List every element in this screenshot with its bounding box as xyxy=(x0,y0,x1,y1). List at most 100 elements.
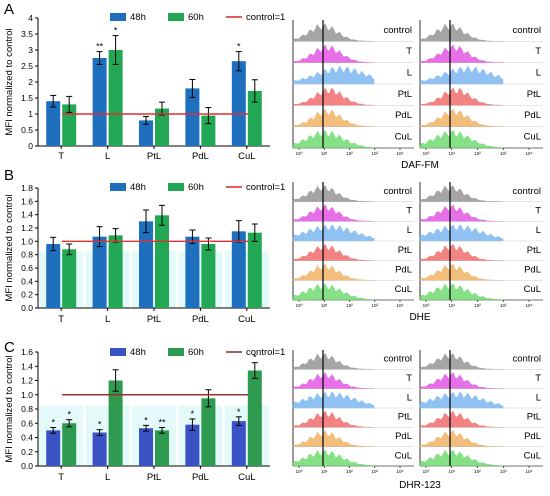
histogram-row-label: L xyxy=(407,225,412,236)
x-tick-label: PtL xyxy=(147,472,161,483)
y-tick-label: 0.8 xyxy=(21,404,33,414)
significance-mark: * xyxy=(237,407,241,417)
panel-letter: A xyxy=(4,1,14,18)
significance-mark: * xyxy=(51,418,55,428)
y-tick-label: 1 xyxy=(28,109,33,119)
histogram-CuL xyxy=(292,283,375,301)
histogram-x-tick-label: 10⁴ xyxy=(397,151,404,156)
y-axis-label: MFI normalized to control xyxy=(4,194,15,301)
x-tick-label: T xyxy=(58,314,64,325)
histogram-x-tick-label: 10² xyxy=(474,151,481,156)
bar-48h-PtL xyxy=(139,120,153,146)
y-tick-label: 1.2 xyxy=(21,223,33,233)
histogram-x-tick-label: 10³ xyxy=(500,469,507,474)
histogram-row-label: control xyxy=(383,354,412,365)
y-tick-label: 0.4 xyxy=(21,276,33,286)
histogram-row-label: L xyxy=(536,225,541,236)
significance-mark: * xyxy=(191,409,195,419)
histogram-PtL xyxy=(292,410,375,428)
x-tick-label: L xyxy=(105,151,110,162)
histogram-x-tick-label: 10¹ xyxy=(321,469,328,474)
histogram-PdL xyxy=(292,263,375,281)
background-shade xyxy=(85,251,130,308)
histogram-CuL xyxy=(292,449,375,467)
histogram-row-label: T xyxy=(535,46,541,57)
bar-48h-CuL xyxy=(231,61,246,147)
y-tick-label: 1.4 xyxy=(21,210,33,220)
y-tick-label: 2 xyxy=(28,77,33,87)
x-tick-label: T xyxy=(58,472,64,483)
histogram-row-label: L xyxy=(407,67,412,78)
histogram-x-tick-label: 10¹ xyxy=(448,303,455,308)
histogram-x-tick-label: 10⁴ xyxy=(526,303,533,308)
panels-root: A MFI normalized to control 0 0.5 1 1.5 2 2.5 3 3… xyxy=(4,1,543,491)
histogram-row-label: T xyxy=(535,205,541,216)
y-tick-label: 0.0 xyxy=(21,303,33,313)
histogram-x-tick-label: 10⁴ xyxy=(526,469,533,474)
y-tick-label: 1.4 xyxy=(21,361,33,371)
histogram-row-label: control xyxy=(383,186,412,197)
bar-60h-T xyxy=(62,249,77,308)
histogram-row-label: L xyxy=(536,67,541,78)
histogram-row-label: CuL xyxy=(395,131,412,142)
histogram-control xyxy=(292,185,375,203)
histogram-row-label: PtL xyxy=(527,245,541,256)
histogram-row-label: CuL xyxy=(524,450,541,461)
histogram-x-tick-label: 10³ xyxy=(371,151,378,156)
histogram-L xyxy=(292,65,375,85)
bar-48h-PtL xyxy=(139,428,153,466)
histogram-row-label: PdL xyxy=(395,264,412,275)
bar-60h-PdL xyxy=(201,244,216,308)
significance-mark: * xyxy=(253,353,257,363)
histogram-row-label: L xyxy=(407,392,412,403)
histogram-x-tick-label: 10² xyxy=(474,303,481,308)
y-tick-label: 2.5 xyxy=(21,61,33,71)
y-tick-label: 1.6 xyxy=(21,196,33,206)
histogram-row-label: CuL xyxy=(395,450,412,461)
histogram-row-label: T xyxy=(535,373,541,384)
flow-probe-label: DHR-123 xyxy=(399,480,441,491)
bar-48h-PtL xyxy=(139,221,153,308)
y-tick-label: 0.2 xyxy=(21,290,33,300)
histogram-x-tick-label: 10² xyxy=(474,469,481,474)
y-tick-label: 0.6 xyxy=(21,418,33,428)
histogram-row-label: CuL xyxy=(524,131,541,142)
significance-mark: * xyxy=(98,420,102,430)
legend-swatch-48h xyxy=(110,183,126,191)
histogram-row-label: PdL xyxy=(524,264,541,275)
bar-60h-PtL xyxy=(155,215,169,308)
histogram-row-label: control xyxy=(512,186,541,197)
histogram-L xyxy=(292,391,375,409)
legend-label: 48h xyxy=(130,182,146,193)
bar-60h-PtL xyxy=(155,108,169,146)
histogram-PtL xyxy=(419,87,504,106)
y-tick-label: 4 xyxy=(28,13,33,23)
bar-48h-PdL xyxy=(185,236,200,308)
histogram-row-label: T xyxy=(406,46,412,57)
x-tick-label: PdL xyxy=(192,314,209,325)
histogram-row-label: PdL xyxy=(524,431,541,442)
background-shade xyxy=(224,405,269,466)
histogram-row-label: PtL xyxy=(398,89,412,100)
x-tick-label: CuL xyxy=(238,314,255,325)
y-tick-label: 0.6 xyxy=(21,263,33,273)
legend-label: 60h xyxy=(188,347,204,358)
x-tick-label: L xyxy=(105,472,110,483)
histogram-control xyxy=(292,353,375,370)
histogram-x-tick-label: 10² xyxy=(346,151,353,156)
histogram-x-tick-label: 10⁰ xyxy=(296,303,303,308)
histogram-x-tick-label: 10² xyxy=(346,469,353,474)
flow-probe-label: DAF-FM xyxy=(401,160,439,171)
legend-label: 48h xyxy=(130,12,146,23)
histogram-x-tick-label: 10⁰ xyxy=(423,151,430,156)
histogram-column-1: control TL PtL PdL CuL 10⁰ 10¹ 10² 10³ 10⁴ xyxy=(292,350,414,474)
bar-60h-T xyxy=(62,104,77,146)
histogram-row-label: L xyxy=(536,392,541,403)
legend-swatch-60h xyxy=(168,183,184,191)
histogram-row-label: control xyxy=(512,25,541,36)
y-tick-label: 0.4 xyxy=(21,433,33,443)
bar-48h-L xyxy=(92,432,107,466)
significance-mark: * xyxy=(144,415,148,425)
